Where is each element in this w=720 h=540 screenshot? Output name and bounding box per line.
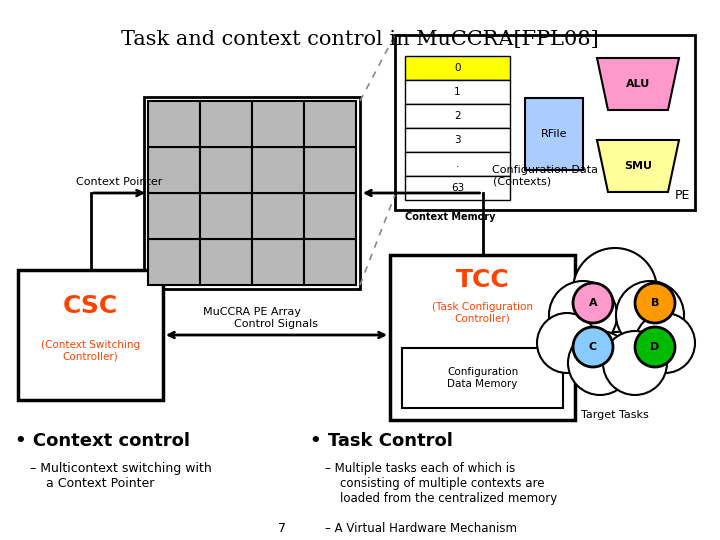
Polygon shape [597,140,679,192]
Text: 7: 7 [278,522,286,535]
Polygon shape [597,58,679,110]
Bar [405,56,510,80]
Bar [144,97,360,289]
Bar [405,176,510,200]
Bar [200,239,252,285]
Circle shape [568,331,632,395]
Bar [200,193,252,239]
Bar [252,101,304,147]
Text: MuCCRA PE Array: MuCCRA PE Array [203,307,301,317]
Text: 63: 63 [451,183,464,193]
Text: TCC: TCC [456,268,509,292]
Bar [200,147,252,193]
Circle shape [537,313,597,373]
Bar [525,98,583,170]
Bar [395,35,695,210]
Bar [304,147,356,193]
Text: • Context control: • Context control [15,432,190,450]
Bar [405,128,510,152]
Bar [402,348,563,408]
Bar [148,147,200,193]
Bar [304,239,356,285]
Bar [200,101,252,147]
Text: (Context Switching
Controller): (Context Switching Controller) [41,340,140,361]
Text: – A Virtual Hardware Mechanism: – A Virtual Hardware Mechanism [325,522,517,535]
Circle shape [573,327,613,367]
Text: ALU: ALU [626,79,650,89]
Text: Target Tasks: Target Tasks [581,410,649,420]
Text: – Multicontext switching with
    a Context Pointer: – Multicontext switching with a Context … [30,462,212,490]
Bar [304,101,356,147]
Text: RFile: RFile [541,129,567,139]
Text: B: B [651,298,660,308]
Bar [252,239,304,285]
Circle shape [635,313,695,373]
Bar [405,80,510,104]
Text: Context Pointer: Context Pointer [76,177,163,187]
Circle shape [573,248,657,332]
Text: C: C [589,342,597,352]
Circle shape [573,283,613,323]
Bar [304,193,356,239]
Text: .: . [456,159,459,169]
Circle shape [635,283,675,323]
Bar [148,239,200,285]
Circle shape [616,281,684,349]
Text: Configuration Data
(Contexts): Configuration Data (Contexts) [492,165,598,187]
Bar [18,270,163,400]
Text: D: D [650,342,660,352]
Text: CSC: CSC [63,294,118,319]
Bar [252,193,304,239]
Text: 3: 3 [454,135,461,145]
Text: – Multiple tasks each of which is
    consisting of multiple contexts are
    lo: – Multiple tasks each of which is consis… [325,462,557,505]
Text: PE: PE [675,189,690,202]
Bar [390,255,575,420]
Text: Task and context control in MuCCRA[FPL08]: Task and context control in MuCCRA[FPL08… [121,30,599,49]
Text: 0: 0 [454,63,461,73]
Bar [148,193,200,239]
Text: Configuration
Data Memory: Configuration Data Memory [447,367,518,389]
Text: 2: 2 [454,111,461,121]
Circle shape [635,327,675,367]
Text: • Task Control: • Task Control [310,432,453,450]
Text: A: A [589,298,598,308]
Circle shape [603,331,667,395]
Text: Control Signals: Control Signals [235,319,318,329]
Text: 1: 1 [454,87,461,97]
Bar [148,101,200,147]
Text: (Task Configuration
Controller): (Task Configuration Controller) [432,302,533,323]
Bar [405,104,510,128]
Circle shape [549,281,617,349]
Bar [252,147,304,193]
Text: SMU: SMU [624,161,652,171]
Bar [405,152,510,176]
Text: Context Memory: Context Memory [405,212,495,222]
